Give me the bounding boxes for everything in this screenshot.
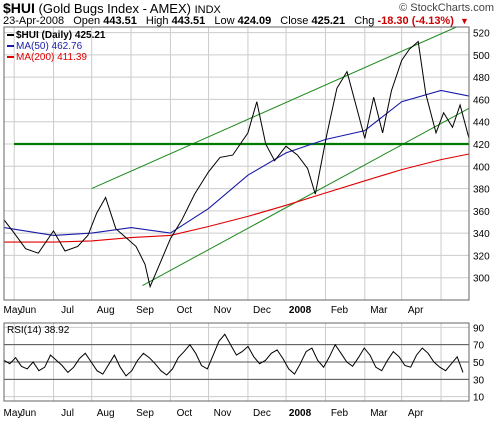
price-x-tick-label: Oct xyxy=(177,305,193,316)
price-x-tick-label: Apr xyxy=(408,305,424,316)
quote-date: 23-Apr-2008 xyxy=(3,15,65,27)
price-y-tick-label: 420 xyxy=(473,140,490,151)
rsi-x-tick-label: Apr xyxy=(408,408,424,419)
rsi-frame xyxy=(3,322,470,402)
rsi-x-tick-label: Sep xyxy=(136,408,154,419)
ma200-line xyxy=(4,153,470,243)
rsi-line xyxy=(3,333,464,377)
price-x-tick-label: Jun xyxy=(20,305,36,316)
rsi-y-tick-label: 30 xyxy=(473,375,485,386)
high-value: 443.51 xyxy=(171,15,206,27)
price-frame xyxy=(3,26,470,301)
rsi-x-tick-label: Oct xyxy=(177,408,193,419)
rsi-x-tick-label: Mar xyxy=(370,408,388,419)
chart-title: $HUI (Gold Bugs Index - AMEX) INDX xyxy=(3,0,221,16)
price-y-tick-label: 440 xyxy=(473,118,490,129)
open-label: Open xyxy=(73,15,101,27)
price-y-tick-label: 360 xyxy=(473,207,490,218)
price-x-tick-label: 2008 xyxy=(289,305,312,316)
legend-price: $HUI (Daily) 425.21 xyxy=(16,30,106,41)
symbol: $HUI xyxy=(3,0,35,16)
rsi-x-tick-label: Dec xyxy=(253,408,271,419)
price-y-tick-label: 480 xyxy=(473,73,490,84)
legend-rsi: RSI(14) 38.92 xyxy=(7,325,70,336)
price-y-tick-label: 500 xyxy=(473,51,490,62)
rsi-x-tick-label: 2008 xyxy=(289,408,312,419)
price-x-tick-label: Aug xyxy=(97,305,115,316)
price-x-tick-label: Feb xyxy=(331,305,349,316)
price-y-tick-label: 400 xyxy=(473,162,490,173)
price-x-tick-label: May xyxy=(4,305,23,316)
price-plot-area xyxy=(4,27,469,300)
brand-watermark: © StockCharts.com xyxy=(399,2,494,14)
rsi-x-tick-label: May xyxy=(4,408,23,419)
price-line xyxy=(3,40,470,289)
low-label: Low xyxy=(214,15,235,27)
down-arrow-icon: ▼ xyxy=(459,16,469,26)
legend-ma50: MA(50) 462.76 xyxy=(16,41,83,52)
high-label: High xyxy=(145,15,169,27)
rsi-x-tick-label: Jun xyxy=(20,408,36,419)
exchange: INDX xyxy=(194,4,221,16)
rsi-y-tick-label: 70 xyxy=(473,341,485,352)
rsi-y-tick-label: 10 xyxy=(473,393,485,404)
brand-text: © StockCharts.com xyxy=(399,2,494,14)
price-x-tick-label: Sep xyxy=(136,305,154,316)
quote-line: 23-Apr-2008 Open 443.51 High 443.51 Low … xyxy=(3,15,469,27)
lower-channel-line xyxy=(142,107,470,286)
rsi-x-tick-label: Aug xyxy=(97,408,115,419)
upper-channel-line xyxy=(91,26,457,190)
price-y-tick-label: 340 xyxy=(473,229,490,240)
rsi-y-tick-label: 50 xyxy=(473,358,485,369)
close-label: Close xyxy=(280,15,309,27)
close-value: 425.21 xyxy=(311,15,346,27)
index-name: (Gold Bugs Index - AMEX) xyxy=(38,1,191,16)
chg-value: -18.30 (-4.13%) xyxy=(377,15,454,27)
price-x-tick-label: Dec xyxy=(253,305,271,316)
price-y-tick-label: 460 xyxy=(473,95,490,106)
open-value: 443.51 xyxy=(103,15,137,27)
legend-ma200: MA(200) 411.39 xyxy=(16,52,87,63)
chg-label: Chg xyxy=(354,15,375,27)
ma50-line xyxy=(3,89,470,236)
price-panel: 300 320 340 360 380 400 420 440 460 480 500 520 $HUI… xyxy=(3,26,490,316)
low-value: 424.09 xyxy=(237,15,272,27)
rsi-y-tick-label: 90 xyxy=(473,323,485,334)
price-y-tick-label: 320 xyxy=(473,251,490,262)
rsi-x-tick-label: Nov xyxy=(214,408,232,419)
price-x-tick-label: Jul xyxy=(61,305,74,316)
price-x-tick-label: Mar xyxy=(370,305,388,316)
price-y-tick-label: 520 xyxy=(473,29,490,40)
price-y-tick-label: 300 xyxy=(473,274,490,285)
price-x-tick-label: Nov xyxy=(214,305,232,316)
price-y-tick-label: 380 xyxy=(473,185,490,196)
rsi-x-tick-label: Feb xyxy=(331,408,349,419)
rsi-x-tick-label: Jul xyxy=(61,408,74,419)
